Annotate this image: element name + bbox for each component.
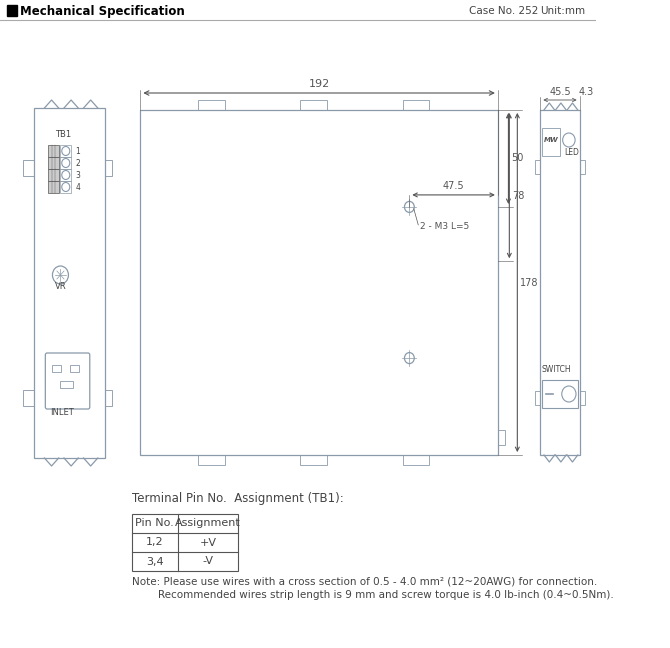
Text: SWITCH: SWITCH (541, 365, 571, 374)
Text: 2 - M3 L=5: 2 - M3 L=5 (420, 222, 469, 231)
Text: 192: 192 (308, 79, 330, 89)
Bar (542, 128, 560, 156)
Bar (198, 455, 225, 465)
Bar (70, 365, 79, 372)
Text: 50: 50 (511, 154, 523, 163)
Text: Assignment: Assignment (175, 518, 241, 529)
Text: 2: 2 (76, 159, 80, 167)
Bar (198, 100, 225, 110)
Bar (535, 160, 541, 174)
Bar (48, 181, 59, 193)
Text: 3,4: 3,4 (146, 557, 163, 566)
Text: Mechanical Specification: Mechanical Specification (21, 5, 185, 17)
Text: +V: +V (200, 537, 216, 548)
Bar (23, 390, 34, 406)
Bar (300, 455, 327, 465)
Bar (48, 157, 59, 169)
Bar (300, 100, 327, 110)
Text: 3: 3 (76, 170, 80, 179)
Text: 45.5: 45.5 (549, 87, 571, 97)
Bar (48, 145, 59, 157)
Bar (542, 380, 578, 408)
Text: 1: 1 (76, 146, 80, 156)
Text: 4: 4 (76, 183, 80, 192)
Bar (48, 169, 59, 181)
Text: MW: MW (544, 137, 559, 143)
Bar (60, 145, 71, 157)
Text: VR: VR (55, 282, 67, 291)
Bar (60, 381, 73, 388)
Text: INLET: INLET (50, 408, 74, 417)
Bar (403, 455, 429, 465)
Bar (580, 391, 585, 405)
Bar (498, 430, 505, 445)
Text: Case No. 252: Case No. 252 (469, 6, 539, 16)
Text: Recommended wires strip length is 9 mm and screw torque is 4.0 lb-inch (0.4~0.5N: Recommended wires strip length is 9 mm a… (158, 590, 614, 600)
Text: Note: Please use wires with a cross section of 0.5 - 4.0 mm² (12~20AWG) for conn: Note: Please use wires with a cross sect… (131, 577, 597, 587)
Bar (141, 110, 498, 455)
Bar (535, 391, 541, 405)
Text: Pin No.: Pin No. (135, 518, 174, 529)
Text: Unit:mm: Unit:mm (541, 6, 586, 16)
Text: Terminal Pin No.  Assignment (TB1):: Terminal Pin No. Assignment (TB1): (131, 492, 343, 505)
Text: 47.5: 47.5 (443, 181, 464, 191)
Bar (7, 5, 17, 16)
Bar (52, 365, 62, 372)
Bar (34, 108, 105, 458)
Bar (60, 169, 71, 181)
Bar (60, 157, 71, 169)
Text: 4.3: 4.3 (579, 87, 594, 97)
Text: -V: -V (202, 557, 214, 566)
Bar (23, 160, 34, 176)
Bar (131, 514, 239, 571)
Bar (60, 181, 71, 193)
Bar (541, 110, 580, 455)
Bar (105, 390, 112, 406)
Bar (580, 160, 585, 174)
Text: 1,2: 1,2 (146, 537, 163, 548)
Text: 78: 78 (512, 191, 525, 201)
Bar (403, 100, 429, 110)
Text: TB1: TB1 (55, 130, 71, 139)
Text: 178: 178 (520, 277, 539, 288)
Bar (105, 160, 112, 176)
Text: LED: LED (564, 148, 580, 157)
